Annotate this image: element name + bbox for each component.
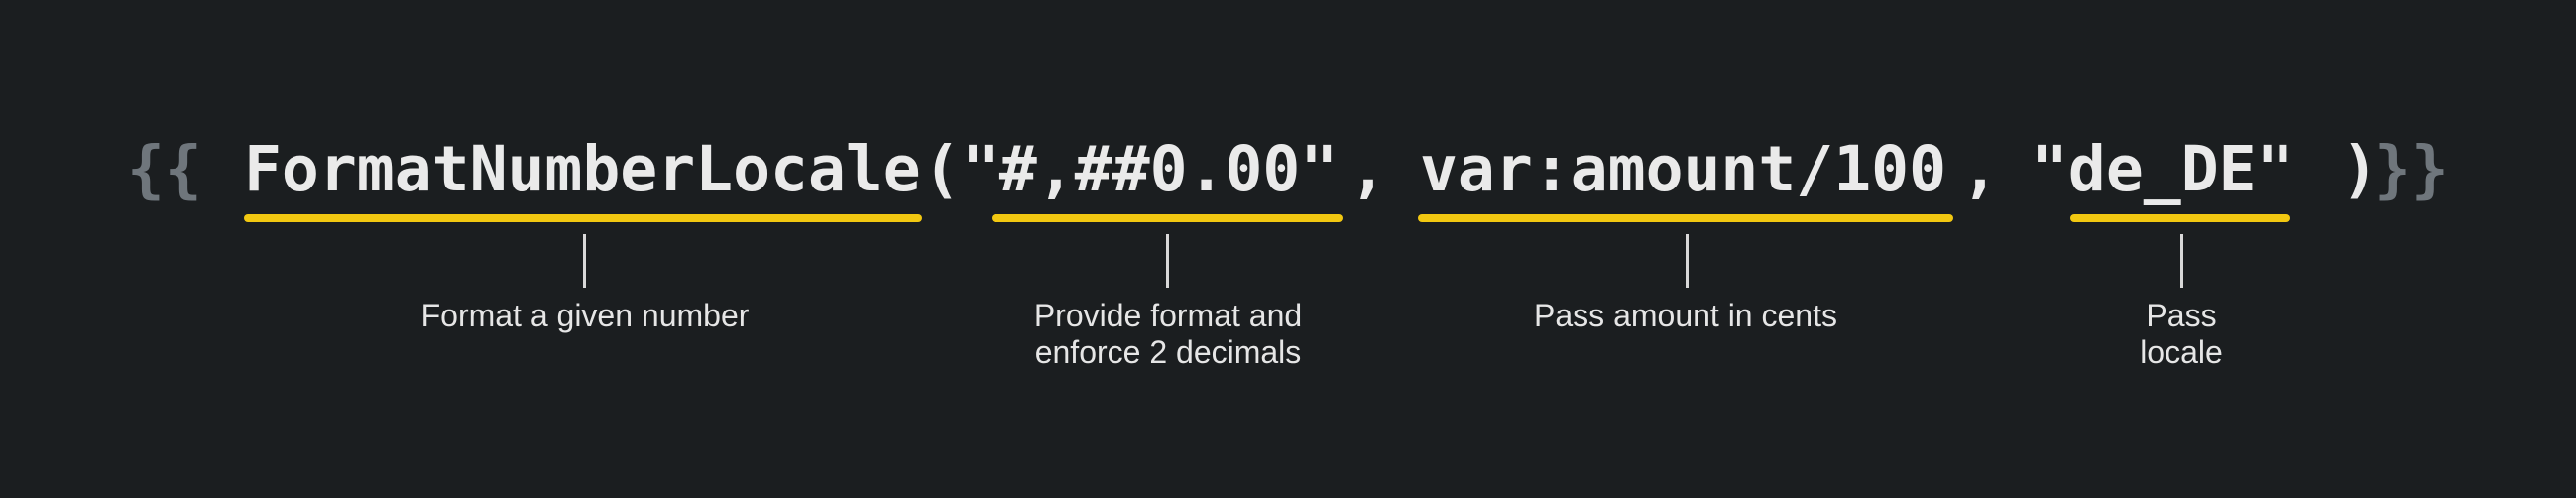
locale-annotation: Pass locale [2140, 298, 2223, 370]
comma-separator: , [1961, 133, 1999, 205]
amount-argument: var:amount/100 [1420, 133, 1947, 205]
locale-connector [2180, 234, 2183, 288]
amount-annotation: Pass amount in cents [1534, 298, 1837, 333]
locale-argument: "de_DE" [2031, 133, 2294, 205]
function-annotation: Format a given number [420, 298, 750, 333]
format-underline [992, 214, 1343, 222]
format-annotation: Provide format and enforce 2 decimals [1033, 298, 1303, 370]
amount-connector [1686, 234, 1689, 288]
function-connector [583, 234, 586, 288]
open-paren: ( [923, 133, 961, 205]
comma-separator: , [1349, 133, 1387, 205]
format-connector [1166, 234, 1169, 288]
open-braces: {{ [127, 133, 202, 205]
close-paren: ) [2341, 133, 2379, 205]
function-name: FormatNumberLocale [244, 133, 921, 205]
function-underline [244, 214, 922, 222]
locale-underline [2070, 214, 2290, 222]
format-argument: "#,##0.00" [962, 133, 1339, 205]
close-braces: }} [2374, 133, 2449, 205]
amount-underline [1418, 214, 1953, 222]
